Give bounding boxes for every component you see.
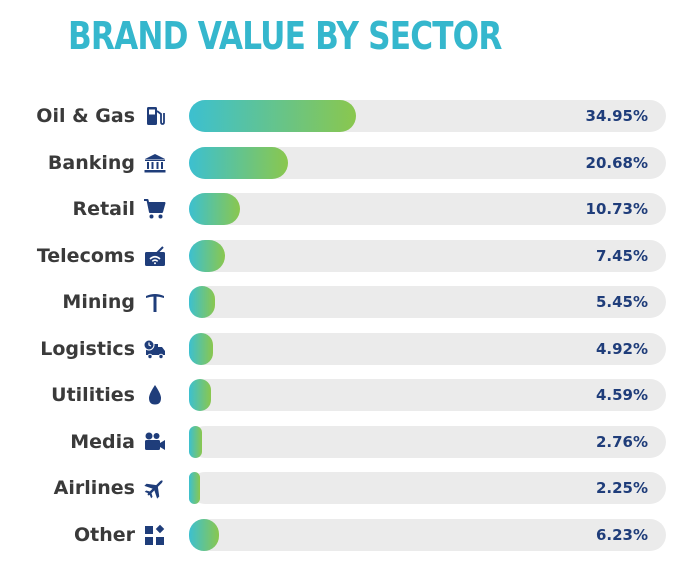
value-label: 5.45%	[595, 293, 648, 311]
shapes-icon	[143, 524, 167, 546]
value-label: 4.92%	[595, 339, 648, 358]
category-label: Banking	[47, 151, 135, 174]
bar-track	[189, 425, 666, 458]
bar-track	[189, 472, 666, 504]
bar-row: Mining 5.45%	[0, 286, 691, 318]
bar-row: Logistics 4.92%	[0, 332, 691, 365]
bar-row: Retail 10.73%	[0, 193, 691, 225]
bar	[189, 146, 288, 179]
bar-track	[189, 193, 666, 225]
value-label: 4.59%	[595, 386, 648, 404]
bar	[189, 425, 203, 458]
bar-track	[189, 332, 666, 365]
bar-track	[189, 286, 666, 318]
fuel-pump-icon	[143, 105, 167, 127]
water-drop-icon	[143, 384, 167, 406]
bar-track	[189, 146, 666, 179]
bar-track	[189, 518, 666, 551]
category-label: Utilities	[51, 384, 135, 406]
category-label: Oil & Gas	[36, 105, 135, 127]
router-icon	[143, 245, 167, 267]
category-label: Media	[70, 430, 135, 453]
value-label: 2.76%	[595, 432, 648, 451]
value-label: 7.45%	[595, 246, 648, 265]
bar-row: Utilities 4.59%	[0, 379, 691, 411]
bar-track	[189, 239, 666, 272]
video-camera-icon	[143, 431, 167, 453]
bar-row: Oil & Gas 34.95%	[0, 100, 691, 132]
pickaxe-icon	[143, 291, 167, 313]
bar	[189, 332, 213, 365]
category-label: Telecoms	[36, 244, 135, 267]
delivery-truck-icon	[143, 338, 167, 360]
bar-track	[189, 379, 666, 411]
bar	[189, 286, 216, 318]
chart-title: BRAND VALUE BY SECTOR	[68, 14, 502, 58]
category-label: Logistics	[40, 337, 135, 360]
value-label: 6.23%	[595, 525, 648, 544]
bar	[189, 193, 241, 225]
category-label: Retail	[72, 198, 135, 220]
bar	[189, 239, 225, 272]
bar	[189, 379, 211, 411]
value-label: 2.25%	[595, 479, 648, 497]
bar-row: Other 6.23%	[0, 518, 691, 551]
bar-row: Banking 20.68%	[0, 146, 691, 179]
bar-row: Telecoms 7.45%	[0, 239, 691, 272]
bar-row: Airlines 2.25%	[0, 472, 691, 504]
value-label: 10.73%	[585, 200, 648, 218]
category-label: Mining	[62, 291, 135, 313]
airplane-icon	[143, 477, 167, 499]
bar-track	[189, 100, 666, 132]
bar	[189, 518, 219, 551]
bar	[189, 100, 356, 132]
value-label: 20.68%	[585, 153, 648, 172]
value-label: 34.95%	[585, 107, 648, 125]
shopping-cart-icon	[143, 198, 167, 220]
bar-row: Media 2.76%	[0, 425, 691, 458]
bank-icon	[143, 152, 167, 174]
bar	[189, 472, 200, 504]
category-label: Other	[73, 523, 135, 546]
category-label: Airlines	[53, 477, 135, 499]
